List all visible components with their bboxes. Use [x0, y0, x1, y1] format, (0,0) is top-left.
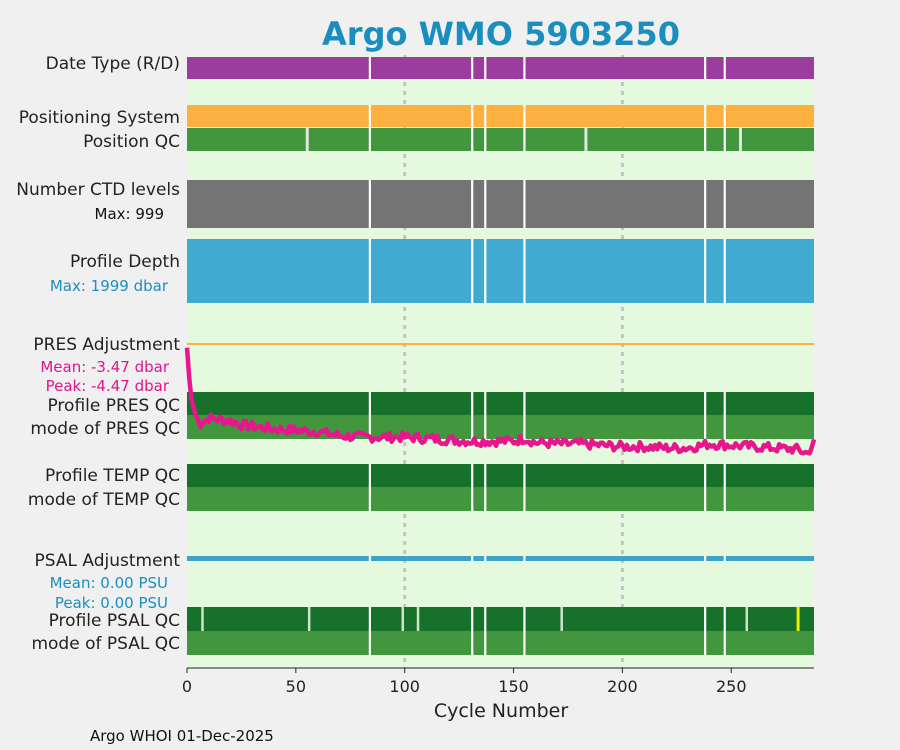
psal-qc-flag: [796, 607, 800, 631]
profile-temp-qc-bar: [187, 464, 814, 487]
row-label-mode-pres-qc: mode of PRES QC: [30, 419, 180, 439]
x-tick-label-150: 150: [498, 677, 529, 696]
row-label-profile-depth: Profile Depth: [70, 252, 180, 272]
status-bars: [187, 57, 814, 655]
row-label-position-qc: Position QC: [83, 132, 180, 152]
positioning-system-bar: [187, 105, 814, 127]
pres-adjustment-series: [184, 347, 817, 456]
grid-lines: [403, 55, 624, 668]
row-label-pres-adjustment: PRES Adjustment: [33, 335, 180, 355]
row-label-ctd-levels: Number CTD levels: [16, 180, 180, 200]
row-label-mode-psal-qc: mode of PSAL QC: [31, 634, 180, 654]
x-tick-label-50: 50: [286, 677, 306, 696]
chart-title: Argo WMO 5903250: [322, 15, 680, 53]
psal-qc-tick-0: [201, 607, 204, 631]
plot-area: [187, 55, 814, 668]
date-type-bar: [187, 57, 814, 79]
psal-qc-tick-1: [307, 607, 311, 631]
profile-pres-qc-bar: [187, 392, 814, 415]
profile-depth-max: Max: 1999 dbar: [50, 277, 169, 295]
pres-adjustment-line: [184, 347, 817, 456]
row-label-mode-temp-qc: mode of TEMP QC: [28, 490, 180, 510]
position-qc-tick-1: [584, 128, 588, 151]
x-tick-label-250: 250: [716, 677, 747, 696]
pres-adjustment-mean: Mean: -3.47 dbar: [40, 358, 170, 376]
row-label-profile-psal-qc: Profile PSAL QC: [49, 611, 180, 631]
x-tick-label-100: 100: [389, 677, 420, 696]
row-label-date-type: Date Type (R/D): [46, 54, 180, 74]
missing-cycle-gaps: [368, 57, 726, 655]
psal-qc-tick-3: [416, 607, 420, 631]
psal-adjustment-mean: Mean: 0.00 PSU: [50, 574, 168, 592]
row-label-profile-pres-qc: Profile PRES QC: [47, 396, 180, 416]
position-qc-tick-2: [738, 128, 742, 151]
footer-credit: Argo WHOI 01-Dec-2025: [90, 727, 274, 745]
psal-qc-tick-5: [745, 607, 749, 631]
psal-adjustment-peak: Peak: 0.00 PSU: [55, 594, 168, 612]
profile-depth-bar: [187, 239, 814, 303]
ctd-levels-bar: [187, 180, 814, 228]
row-label-positioning-system: Positioning System: [19, 108, 180, 128]
position-qc-tick-0: [305, 128, 309, 151]
ctd-levels-max: Max: 999: [95, 205, 164, 223]
x-axis: 0 50 100 150 200 250: [182, 667, 814, 696]
x-tick-label-0: 0: [182, 677, 192, 696]
mode-temp-qc-bar: [187, 487, 814, 511]
x-axis-label: Cycle Number: [434, 700, 568, 722]
psal-qc-tick-2: [401, 607, 405, 631]
row-label-profile-temp-qc: Profile TEMP QC: [45, 466, 180, 486]
mode-psal-qc-bar: [187, 631, 814, 655]
x-tick-label-200: 200: [607, 677, 638, 696]
position-qc-bar: [187, 128, 814, 151]
psal-adjustment-bar: [187, 556, 814, 561]
profile-psal-qc-bar: [187, 607, 814, 631]
row-label-psal-adjustment: PSAL Adjustment: [35, 551, 181, 571]
pres-adjustment-peak: Peak: -4.47 dbar: [46, 377, 170, 395]
psal-qc-tick-4: [560, 607, 563, 631]
